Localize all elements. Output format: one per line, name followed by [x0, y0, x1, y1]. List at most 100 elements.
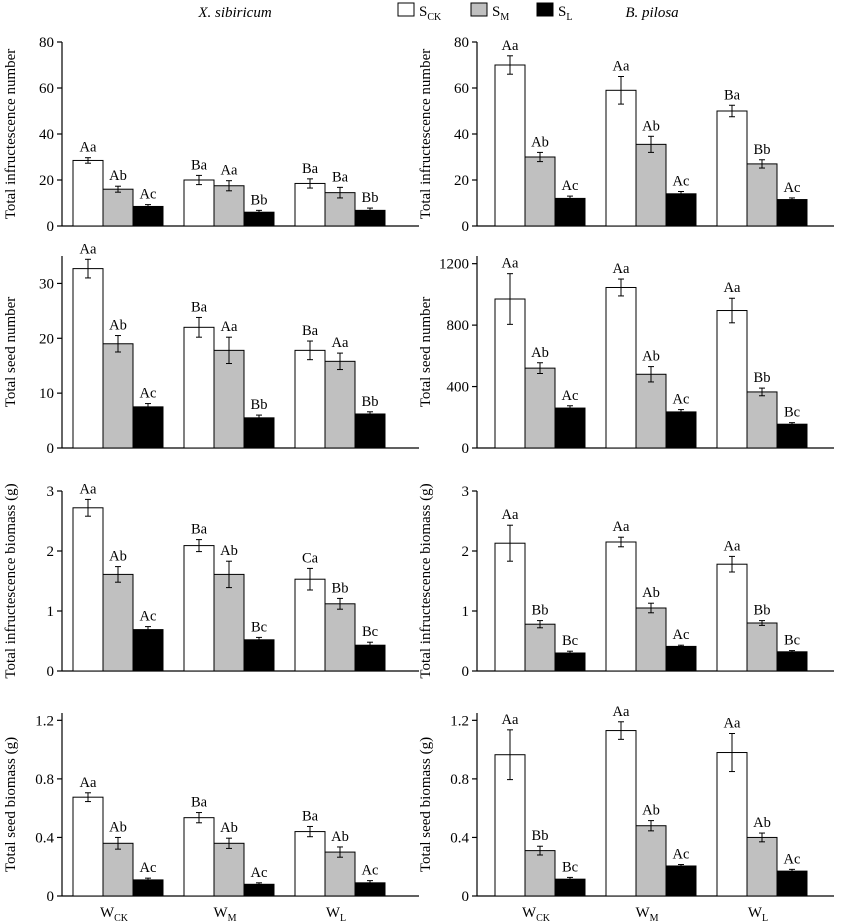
y-axis-label: Total infructescence biomass (g) — [418, 483, 434, 678]
legend-swatch — [397, 2, 415, 17]
significance-label: Bb — [532, 828, 549, 844]
significance-label: Ac — [673, 392, 690, 408]
y-tick-label: 40 — [39, 127, 54, 143]
significance-label: Ba — [191, 157, 208, 173]
y-tick-label: 30 — [39, 276, 54, 292]
legend-swatch — [536, 2, 554, 17]
significance-label: Aa — [613, 59, 630, 75]
y-tick-label: 0 — [462, 441, 470, 457]
significance-label: Ac — [140, 187, 157, 203]
bar — [716, 563, 748, 672]
bar — [524, 850, 556, 897]
significance-label: Bb — [332, 580, 349, 596]
bar — [294, 831, 326, 897]
bar — [665, 411, 697, 449]
bar — [354, 413, 386, 449]
significance-label: Ab — [531, 134, 549, 150]
significance-label: Aa — [221, 319, 238, 335]
significance-label: Bb — [251, 397, 268, 413]
y-tick-label: 1200 — [439, 257, 469, 273]
significance-label: Bc — [562, 633, 578, 649]
y-tick-label: 0.8 — [35, 772, 54, 788]
significance-label: Ac — [251, 865, 268, 881]
significance-label: Ab — [331, 829, 349, 845]
y-tick-label: 2 — [462, 544, 470, 560]
y-tick-label: 0 — [47, 441, 55, 457]
significance-label: Bc — [251, 619, 267, 635]
y-tick-label: 0 — [47, 664, 55, 680]
significance-label: Bb — [251, 192, 268, 208]
bar — [746, 836, 778, 897]
significance-label: Bb — [532, 603, 549, 619]
y-tick-label: 80 — [39, 35, 54, 51]
y-tick-label: 20 — [39, 173, 54, 189]
bar — [324, 851, 356, 897]
bar — [183, 545, 215, 672]
significance-label: Aa — [80, 481, 97, 497]
bar — [605, 286, 637, 449]
y-tick-label: 0 — [462, 664, 470, 680]
bar — [213, 573, 245, 672]
legend-label: SM — [492, 4, 509, 23]
legend-swatch — [470, 2, 488, 17]
significance-label: Ab — [109, 318, 127, 334]
bar — [183, 179, 215, 227]
bar — [665, 193, 697, 227]
y-tick-label: 2 — [47, 544, 55, 560]
y-axis-label: Total infructescence number — [3, 49, 19, 220]
bar — [72, 268, 104, 449]
y-tick-label: 1.2 — [35, 713, 54, 729]
significance-label: Ac — [673, 627, 690, 643]
bar — [776, 870, 808, 897]
title-left: X. sibiricum — [197, 5, 271, 21]
bar — [605, 730, 637, 897]
significance-label: Ba — [302, 808, 319, 824]
y-axis-label: Total seed number — [3, 297, 19, 408]
significance-label: Ab — [109, 549, 127, 565]
bar — [243, 417, 275, 449]
significance-label: Aa — [502, 712, 519, 728]
y-tick-label: 40 — [454, 127, 469, 143]
significance-label: Ba — [724, 87, 741, 103]
significance-label: Aa — [332, 335, 349, 351]
significance-label: Ac — [562, 388, 579, 404]
significance-label: Ab — [220, 543, 238, 559]
bar — [294, 349, 326, 449]
x-axis-labels: WCK WM WL WCK WM WL — [100, 905, 768, 922]
bar — [213, 842, 245, 897]
significance-label: Bc — [784, 633, 800, 649]
bar — [132, 205, 164, 227]
significance-label: Aa — [724, 715, 741, 731]
bar — [554, 197, 586, 227]
significance-label: Ac — [673, 847, 690, 863]
x-category-label: WL — [326, 905, 346, 922]
significance-label: Ca — [302, 550, 319, 566]
y-tick-label: 3 — [47, 484, 55, 500]
chart-panel-8: 0 0.4 0.8 1.2 Total seed biomass (g) Aa Aa Aa Bb… — [418, 704, 834, 905]
y-axis-label: Total seed biomass (g) — [418, 737, 434, 872]
chart-panel-6: 0 1 2 3 Total infructescence biomass (g) Aa Aa… — [418, 483, 834, 680]
bar — [635, 607, 667, 672]
significance-label: Ab — [642, 118, 660, 134]
significance-label: Aa — [724, 538, 741, 554]
chart-panel-4: 0 400 800 1200 Total seed number Aa Aa Aa Ab Ab Bb… — [418, 256, 834, 457]
y-axis-label: Total seed biomass (g) — [3, 737, 19, 872]
bar — [635, 143, 667, 227]
bar — [716, 752, 748, 897]
legend-item: SL — [536, 2, 572, 23]
bar — [72, 796, 104, 897]
chart-panel-2: 0 20 40 60 80 Total infructescence number Aa Aa… — [418, 35, 834, 235]
significance-label: Ac — [140, 860, 157, 876]
significance-label: Ba — [302, 323, 319, 339]
chart-panel-1: 0 20 40 60 80 Total infructescence number Aa Ba… — [3, 35, 419, 235]
x-category-label: WL — [748, 905, 768, 922]
chart-panel-5: 0 1 2 3 Total infructescence biomass (g) Aa Ba… — [3, 481, 419, 680]
bar — [716, 110, 748, 227]
y-tick-label: 800 — [447, 318, 470, 334]
bar — [524, 623, 556, 672]
bar — [776, 199, 808, 227]
bar — [102, 343, 134, 449]
significance-label: Bb — [754, 142, 771, 158]
